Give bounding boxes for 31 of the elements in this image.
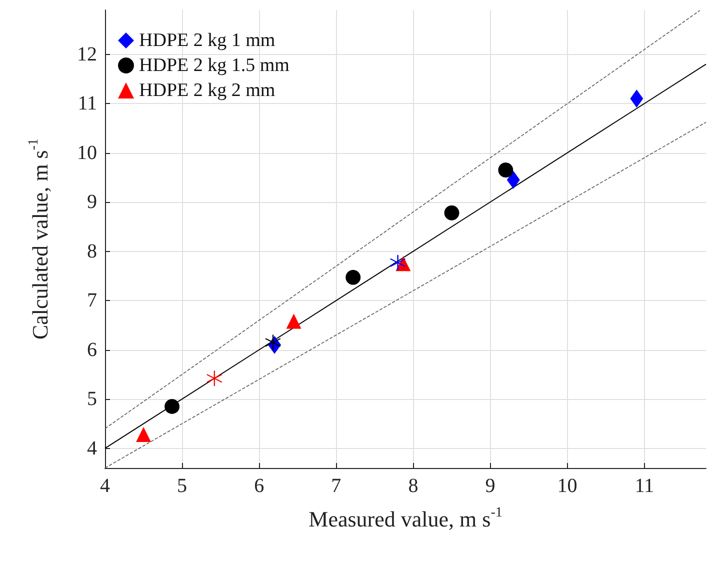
x-tick-label: 9 bbox=[485, 475, 496, 497]
point bbox=[346, 270, 361, 285]
y-tick-label: 8 bbox=[87, 240, 97, 262]
y-tick-label: 10 bbox=[77, 142, 97, 164]
point bbox=[444, 205, 460, 220]
x-tick-label: 7 bbox=[331, 475, 342, 497]
point bbox=[265, 334, 281, 350]
point bbox=[390, 254, 406, 270]
x-tick-label: 6 bbox=[254, 475, 264, 497]
x-tick-label: 11 bbox=[634, 475, 654, 497]
legend-label: HDPE 2 kg 1.5 mm bbox=[139, 55, 290, 76]
point bbox=[498, 162, 514, 178]
point bbox=[206, 370, 222, 386]
legend-label: HDPE 2 kg 1 mm bbox=[139, 30, 276, 51]
y-tick-label: 5 bbox=[87, 388, 97, 410]
y-tick-label: 11 bbox=[78, 92, 97, 115]
y-tick-label: 7 bbox=[87, 290, 97, 312]
y-axis-title: Calculated value, m s-1 bbox=[26, 138, 52, 340]
x-tick-label: 10 bbox=[557, 475, 578, 497]
point bbox=[136, 427, 152, 442]
x-tick-label: 8 bbox=[408, 475, 418, 497]
y-tick-label: 12 bbox=[77, 43, 97, 66]
x-tick-label: 5 bbox=[177, 475, 188, 497]
point bbox=[630, 90, 644, 108]
y-tick-label: 4 bbox=[87, 437, 97, 460]
point bbox=[286, 314, 302, 329]
y-tick-label: 9 bbox=[87, 191, 97, 214]
point bbox=[506, 170, 520, 189]
legend-label: HDPE 2 kg 2 mm bbox=[139, 80, 276, 101]
y-tick-label: 6 bbox=[87, 338, 97, 361]
point bbox=[164, 398, 180, 414]
